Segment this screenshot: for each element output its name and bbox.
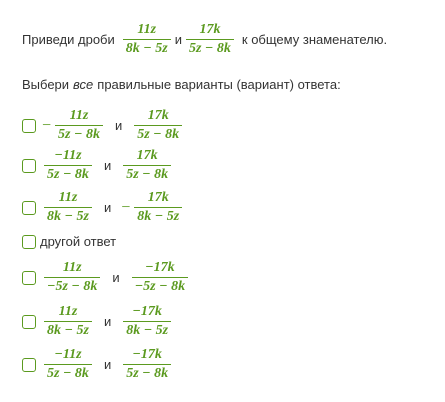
denominator: 5z − 8k: [55, 125, 103, 143]
numerator: −11z: [54, 148, 82, 163]
conjunction: и: [103, 158, 112, 173]
denominator: 8k − 5z: [123, 321, 172, 339]
denominator: 8k − 5z: [134, 207, 183, 225]
conjunction: и: [114, 118, 123, 133]
fraction: 11z 8k − 5z: [122, 22, 171, 57]
instruction: Выбери все правильные варианты (вариант) о…: [22, 77, 341, 92]
denominator: 5z − 8k: [123, 165, 172, 183]
sign: −: [121, 198, 131, 216]
checkbox[interactable]: [22, 200, 36, 215]
fraction: −17k −5z − 8k: [131, 260, 189, 295]
question-prefix: Приведи дроби: [22, 32, 115, 47]
checkbox[interactable]: [22, 314, 36, 329]
checkbox[interactable]: [22, 234, 36, 249]
emphasis: все: [73, 77, 94, 92]
instruction-text: правильные варианты (вариант) ответа:: [97, 77, 341, 92]
numerator: 11z: [62, 260, 82, 275]
fraction: 11z −5z − 8k: [44, 260, 101, 295]
question-suffix: к общему знаменателю.: [241, 32, 388, 47]
fraction: −17k 5z − 8k: [123, 347, 172, 382]
instruction-text: Выбери: [22, 77, 70, 92]
numerator: 11z: [69, 108, 89, 123]
conjunction: и: [174, 32, 182, 47]
numerator: 17k: [147, 190, 169, 205]
denominator: −5z − 8k: [131, 277, 189, 295]
conjunction: и: [112, 270, 120, 285]
numerator: 11z: [137, 22, 157, 37]
numerator: 17k: [136, 148, 158, 163]
fraction: 17k 5z − 8k: [185, 22, 234, 57]
fraction: 11z 5z − 8k: [55, 108, 103, 143]
denominator: 5z − 8k: [44, 364, 92, 382]
numerator: −17k: [132, 304, 162, 319]
option-text: другой ответ: [40, 234, 117, 249]
denominator: 5z − 8k: [134, 125, 183, 143]
numerator: 17k: [147, 108, 169, 123]
fraction: 11z 8k − 5z: [44, 304, 92, 339]
denominator: −5z − 8k: [44, 277, 101, 295]
conjunction: и: [103, 314, 112, 329]
numerator: 11z: [58, 190, 78, 205]
option: 11z 8k − 5z и − 17k 8k − 5z: [22, 190, 186, 225]
conjunction: и: [103, 357, 112, 372]
fraction: −11z 5z − 8k: [44, 148, 92, 183]
fraction: 17k 8k − 5z: [134, 190, 183, 225]
numerator: −11z: [54, 347, 82, 362]
fraction: −17k 8k − 5z: [123, 304, 172, 339]
fraction: −11z 5z − 8k: [44, 347, 92, 382]
checkbox[interactable]: [22, 357, 36, 372]
option: 11z 8k − 5z и −17k 8k − 5z: [22, 304, 175, 339]
denominator: 8k − 5z: [122, 39, 171, 57]
checkbox[interactable]: [22, 158, 36, 173]
numerator: 17k: [199, 22, 221, 37]
denominator: 5z − 8k: [185, 39, 234, 57]
option: другой ответ: [22, 234, 116, 249]
conjunction: и: [103, 200, 112, 215]
checkbox[interactable]: [22, 118, 36, 133]
fraction: 17k 5z − 8k: [123, 148, 172, 183]
numerator: −17k: [145, 260, 175, 275]
fraction: 17k 5z − 8k: [134, 108, 183, 143]
numerator: 11z: [58, 304, 78, 319]
option: − 11z 5z − 8k и 17k 5z − 8k: [22, 108, 186, 143]
option: −11z 5z − 8k и −17k 5z − 8k: [22, 347, 175, 382]
denominator: 5z − 8k: [44, 165, 92, 183]
denominator: 5z − 8k: [123, 364, 172, 382]
fraction: 11z 8k − 5z: [44, 190, 92, 225]
question: Приведи дроби 11z 8k − 5z и 17k 5z − 8k к обще…: [22, 22, 387, 57]
option: 11z −5z − 8k и −17k −5z − 8k: [22, 260, 192, 295]
numerator: −17k: [132, 347, 162, 362]
denominator: 8k − 5z: [44, 207, 92, 225]
denominator: 8k − 5z: [44, 321, 92, 339]
option: −11z 5z − 8k и 17k 5z − 8k: [22, 148, 175, 183]
checkbox[interactable]: [22, 270, 36, 285]
sign: −: [42, 116, 52, 134]
